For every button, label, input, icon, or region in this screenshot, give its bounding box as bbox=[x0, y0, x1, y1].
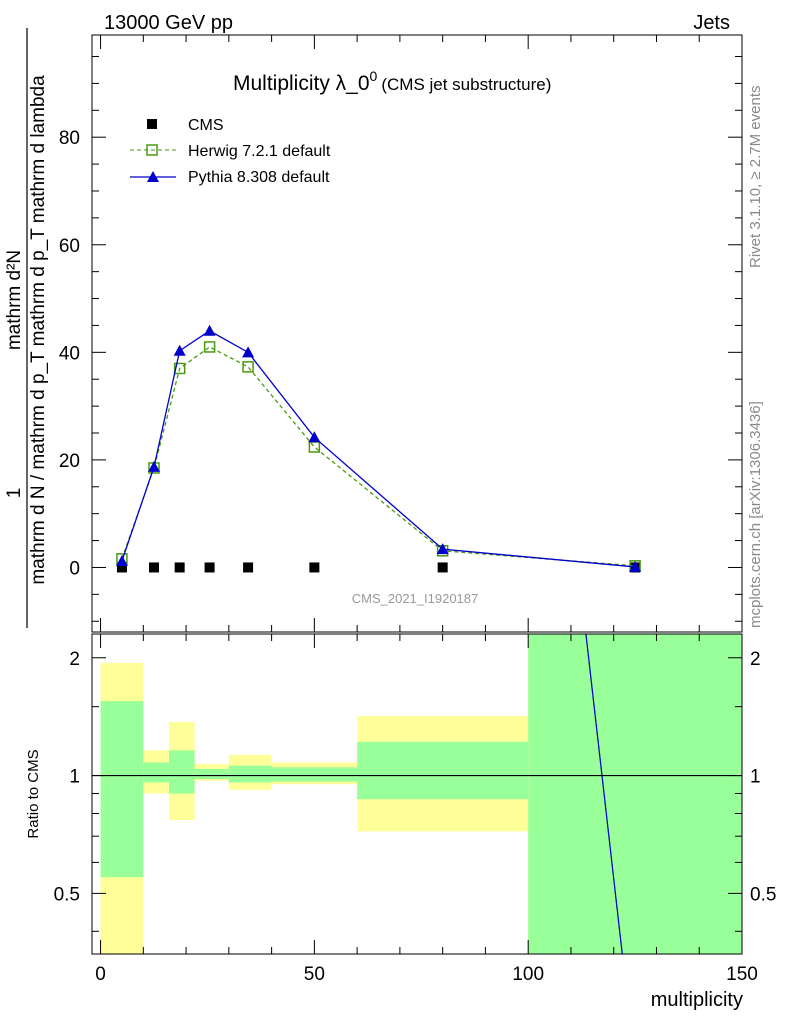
y-tick-label: 20 bbox=[59, 451, 80, 472]
chart-title-main: Multiplicity λ_0 bbox=[233, 72, 370, 95]
y-label-denominator: mathrm d N / mathrm d p_T mathrm d p_T m… bbox=[28, 75, 49, 585]
legend-cms-label: CMS bbox=[188, 117, 224, 134]
data-point-cms bbox=[174, 562, 185, 573]
x-tick-label: 100 bbox=[512, 964, 544, 985]
chart-subtitle: (CMS jet substructure) bbox=[381, 75, 551, 94]
main-series bbox=[115, 324, 642, 573]
data-point-herwig bbox=[173, 362, 186, 375]
data-point-cms bbox=[204, 562, 215, 573]
y-tick-label: 40 bbox=[59, 343, 80, 364]
ratio-y-tick-label: 0.5 bbox=[54, 884, 80, 905]
main-y-axis: 0 20 40 60 80 bbox=[59, 35, 743, 632]
data-point-cms bbox=[309, 562, 320, 573]
ratio-band-inner bbox=[194, 768, 229, 779]
ratio-band-inner bbox=[100, 701, 144, 878]
ratio-y-tick-label-right: 2 bbox=[750, 649, 761, 670]
legend-cms-marker bbox=[147, 119, 157, 129]
analysis-watermark: CMS_2021_I1920187 bbox=[352, 591, 479, 606]
data-point-herwig bbox=[242, 361, 254, 373]
data-point-pythia bbox=[115, 555, 128, 567]
main-y-label: 1 mathrm d²N mathrm d N / mathrm d p_T m… bbox=[4, 28, 49, 628]
y-tick-label: 80 bbox=[59, 128, 80, 149]
data-point-pythia bbox=[436, 543, 449, 555]
data-point-herwig bbox=[203, 341, 216, 353]
chart-title-sup: 0 bbox=[370, 68, 378, 84]
energy-label: 13000 GeV pp bbox=[104, 12, 233, 34]
x-tick-label: 150 bbox=[726, 964, 758, 985]
data-point-pythia bbox=[148, 460, 161, 472]
series-line-2 bbox=[121, 330, 636, 568]
data-point-pythia bbox=[629, 560, 642, 572]
data-point-cms bbox=[149, 562, 160, 573]
ratio-lines bbox=[585, 633, 623, 955]
x-tick-label: 0 bbox=[95, 964, 106, 985]
ratio-y-tick-label: 1 bbox=[69, 767, 80, 788]
ratio-y-tick-label-right: 0.5 bbox=[750, 884, 776, 905]
chart-title: Multiplicity λ_00 (CMS jet substructure) bbox=[233, 68, 551, 95]
x-axis-label: multiplicity bbox=[651, 989, 743, 1011]
ratio-panel: 0.5 0.5 1 1 2 2 0 50 100 150 bbox=[54, 633, 776, 985]
ratio-y-tick-label-right: 1 bbox=[750, 767, 761, 788]
data-point-cms bbox=[116, 562, 127, 573]
ratio-x-axis: 0 50 100 150 bbox=[95, 634, 758, 985]
legend-pythia-label: Pythia 8.308 default bbox=[188, 169, 330, 186]
y-tick-label: 60 bbox=[59, 236, 80, 257]
ratio-band-inner bbox=[271, 767, 358, 782]
legend-herwig-label: Herwig 7.2.1 default bbox=[188, 143, 331, 160]
data-point-pythia bbox=[203, 324, 216, 336]
ratio-frame bbox=[91, 633, 743, 955]
legend-herwig-marker bbox=[146, 144, 158, 156]
ratio-y-label: Ratio to CMS bbox=[25, 749, 42, 838]
ratio-band-inner bbox=[228, 765, 272, 783]
ratio-band-inner bbox=[168, 750, 195, 794]
data-point-pythia bbox=[308, 431, 321, 443]
side-label-mcplots: mcplots.cern.ch [arXiv:1306.3436] bbox=[747, 401, 764, 628]
y-label-numerator: 1 bbox=[4, 488, 25, 499]
ratio-bands bbox=[100, 634, 742, 954]
data-point-pythia bbox=[242, 346, 255, 358]
legend-pythia-marker bbox=[147, 171, 159, 182]
main-frame bbox=[91, 34, 743, 633]
x-tick-label: 50 bbox=[304, 964, 325, 985]
ratio-band-inner bbox=[357, 741, 529, 800]
category-label: Jets bbox=[693, 12, 730, 34]
series-line-1 bbox=[121, 346, 636, 567]
side-label-rivet: Rivet 3.1.10, ≥ 2.7M events bbox=[747, 86, 764, 269]
y-label-top: mathrm d²N bbox=[4, 250, 25, 350]
data-point-cms bbox=[243, 562, 254, 573]
ratio-line-1 bbox=[585, 633, 623, 955]
ratio-y-tick-label: 2 bbox=[69, 649, 80, 670]
ratio-band-inner bbox=[528, 634, 742, 954]
ratio-y-axis: 0.5 0.5 1 1 2 2 bbox=[54, 649, 776, 932]
y-tick-label: 0 bbox=[69, 558, 80, 579]
data-point-pythia bbox=[173, 344, 186, 356]
data-point-cms bbox=[437, 562, 448, 573]
legend: CMS Herwig 7.2.1 default Pythia 8.308 de… bbox=[130, 117, 331, 186]
ratio-band-inner bbox=[143, 762, 169, 783]
